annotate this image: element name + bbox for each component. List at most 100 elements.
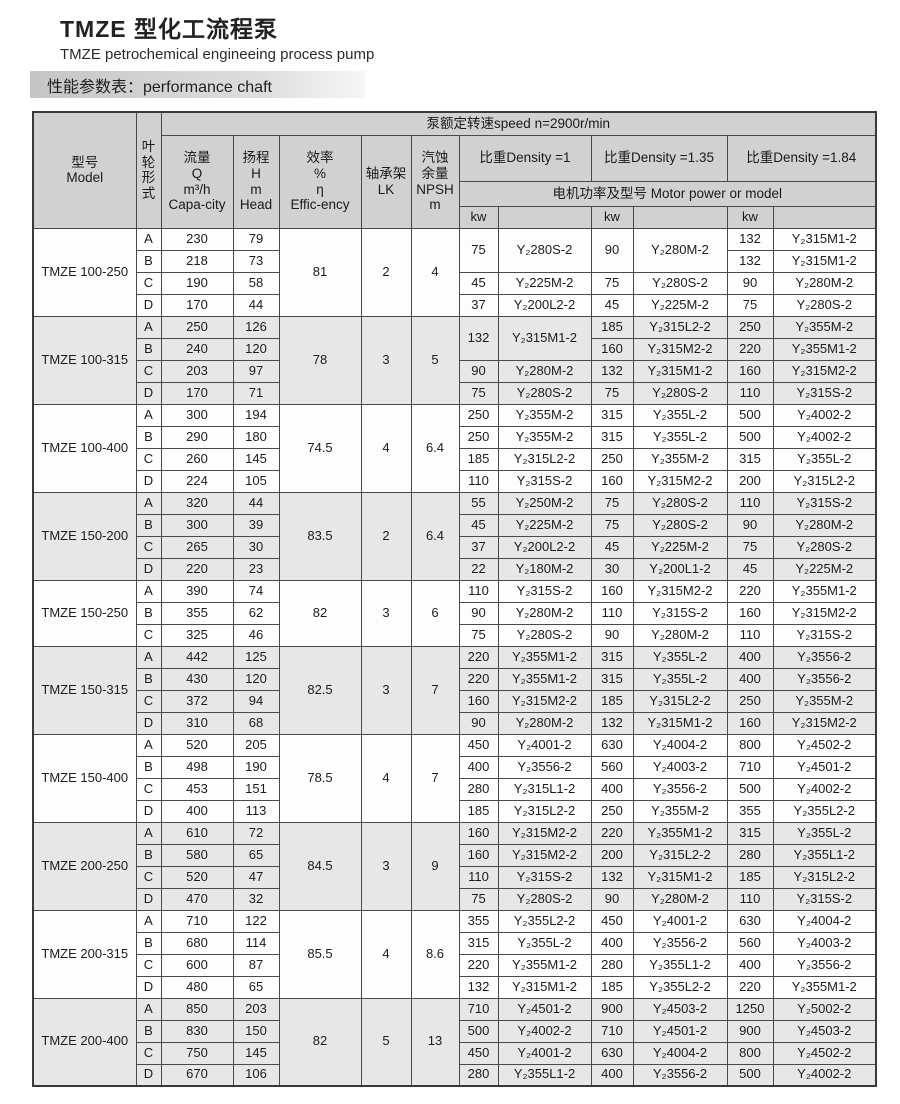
head-cell: 32 [232,887,280,911]
col-header-flow: 流量 Q m³/h Capa-city [160,134,234,229]
motor-kw-cell: 75 [590,271,634,295]
flow-cell: 240 [160,337,234,361]
motor-model-cell: Y₂355L1-2 [632,953,728,977]
head-cell: 46 [232,623,280,647]
impeller-cell: C [135,535,162,559]
motor-model-cell: Y₂200L2-2 [497,293,592,317]
flow-cell: 220 [160,557,234,581]
table-row: C 453 151 280 Y₂315L1-2 400 Y₂3556-2 500 Y₂4002-… [33,777,877,801]
motor-kw-cell: 75 [590,491,634,515]
motor-model-cell: Y₂355L-2 [632,425,728,449]
motor-model-cell: Y₂4003-2 [772,931,877,955]
motor-kw-cell: 710 [458,997,499,1021]
motor-model-cell: Y₂355L-2 [497,931,592,955]
efficiency-cell: 82 [278,579,362,647]
impeller-cell: B [135,1019,162,1043]
motor-model-cell: Y₂355M1-2 [497,953,592,977]
motor-kw-cell: 630 [726,909,774,933]
flow-cell: 470 [160,887,234,911]
motor-kw-cell: 200 [590,843,634,867]
motor-model-cell: Y₂280M-2 [497,711,592,735]
motor-model-cell: Y₂355M-2 [632,799,728,823]
table-row: B 830 150 500 Y₂4002-2 710 Y₂4501-2 900 Y₂4503-2 [33,1019,877,1043]
col-header-npsh: 汽蚀 余量 NPSH m [410,134,460,229]
motor-kw-cell: 45 [590,535,634,559]
head-cell: 30 [232,535,280,559]
motor-kw-cell: 160 [458,843,499,867]
motor-model-cell: Y₂4002-2 [772,777,877,801]
flow-cell: 498 [160,755,234,779]
motor-kw-cell: 45 [458,513,499,537]
flow-cell: 442 [160,645,234,669]
motor-model-cell: Y₂280S-2 [632,271,728,295]
motor-model-header-blank [497,205,592,229]
motor-model-cell: Y₂4502-2 [772,733,877,757]
motor-model-cell: Y₂315M2-2 [632,469,728,493]
motor-kw-cell: 250 [590,799,634,823]
motor-model-cell: Y₂315S-2 [772,381,877,405]
head-cell: 106 [232,1063,280,1087]
motor-model-cell: Y₂355M-2 [772,689,877,713]
motor-model-cell: Y₂315M2-2 [497,843,592,867]
flow-cell: 390 [160,579,234,603]
motor-model-cell: Y₂315M1-2 [497,975,592,999]
head-cell: 74 [232,579,280,603]
flow-cell: 430 [160,667,234,691]
motor-kw-cell: 132 [458,975,499,999]
flow-cell: 580 [160,843,234,867]
page-title: TMZE 型化工流程泵 [60,16,278,42]
motor-kw-cell: 22 [458,557,499,581]
motor-kw-cell: 400 [590,931,634,955]
head-cell: 145 [232,1041,280,1065]
motor-kw-cell: 200 [726,469,774,493]
head-cell: 65 [232,975,280,999]
impeller-cell: D [135,799,162,823]
head-cell: 120 [232,337,280,361]
bearing-cell: 4 [360,733,412,823]
bearing-cell: 3 [360,821,412,911]
impeller-cell: D [135,469,162,493]
flow-cell: 170 [160,381,234,405]
motor-model-cell: Y₂200L2-2 [497,535,592,559]
head-cell: 23 [232,557,280,581]
head-cell: 120 [232,667,280,691]
density-header-1: 比重Density =1 [458,134,592,182]
motor-model-cell: Y₂315S-2 [497,469,592,493]
motor-model-cell: Y₂4503-2 [772,1019,877,1043]
section-header-label: 性能参数表：performance chaft [47,78,272,96]
motor-kw-cell: 90 [458,601,499,625]
flow-cell: 600 [160,953,234,977]
motor-kw-cell: 90 [590,887,634,911]
performance-table: 型号 Model 叶 轮 形 式 泵额定转速speed n=2900r/min … [32,111,878,1087]
motor-kw-cell: 132 [590,711,634,735]
motor-model-cell: Y₂280M-2 [632,227,728,273]
motor-model-cell: Y₂315M1-2 [772,249,877,273]
motor-kw-cell: 250 [590,447,634,471]
motor-kw-cell: 75 [458,623,499,647]
flow-cell: 830 [160,1019,234,1043]
motor-model-cell: Y₂200L1-2 [632,557,728,581]
motor-model-cell: Y₂280M-2 [632,887,728,911]
pump-model-cell: TMZE 100-400 [32,403,137,493]
head-cell: 72 [232,821,280,845]
flow-cell: 310 [160,711,234,735]
motor-model-cell: Y₂315S-2 [497,579,592,603]
efficiency-cell: 83.5 [278,491,362,581]
motor-kw-cell: 160 [458,689,499,713]
pump-model-cell: TMZE 100-250 [32,227,137,317]
table-row: TMZE 150-400 A 520 205 78.5 4 7 450 Y₂4001-2 630 Y… [32,733,877,823]
motor-kw-cell: 37 [458,535,499,559]
table-row: TMZE 150-315 A 442 125 82.5 3 7 220 Y₂355M1-2 315… [32,645,877,735]
pump-model-cell: TMZE 150-200 [32,491,137,581]
head-cell: 44 [232,491,280,515]
flow-cell: 520 [160,733,234,757]
table-row: B 680 114 315 Y₂355L-2 400 Y₂3556-2 560 Y₂4003-2 [33,931,877,955]
efficiency-cell: 82.5 [278,645,362,735]
head-cell: 151 [232,777,280,801]
motor-model-cell: Y₂4001-2 [497,1041,592,1065]
motor-kw-cell: 90 [726,271,774,295]
motor-model-cell: Y₂250M-2 [497,491,592,515]
flow-cell: 400 [160,799,234,823]
flow-cell: 325 [160,623,234,647]
motor-model-cell: Y₂315M1-2 [497,315,592,361]
